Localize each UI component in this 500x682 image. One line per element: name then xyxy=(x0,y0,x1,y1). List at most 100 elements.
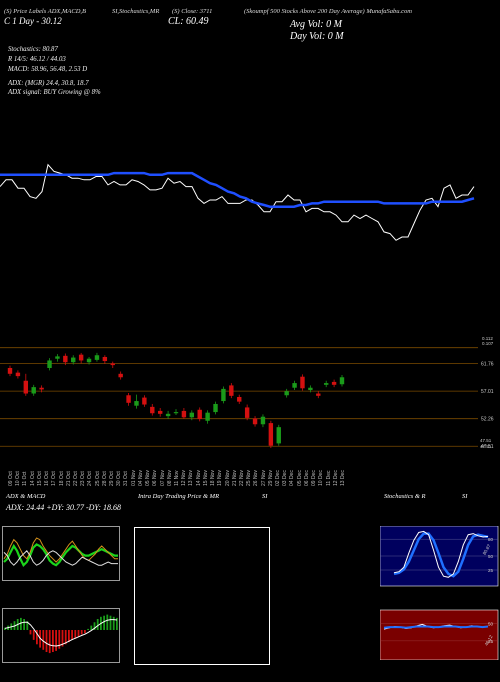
intraday-panel-title: Intra Day Trading Price & MR xyxy=(138,493,220,500)
candle-bottom-label-2: 47.51 xyxy=(480,444,492,449)
candle-body xyxy=(276,427,281,444)
si-y-tick: 50 xyxy=(488,622,494,627)
macd-bar xyxy=(55,630,57,651)
macd-bar xyxy=(103,615,105,630)
adx-series-line xyxy=(3,550,118,566)
candle-body xyxy=(110,363,115,366)
date-tick: 15 Nov xyxy=(202,470,209,486)
candle-body xyxy=(197,409,202,420)
date-tick: 19 Nov xyxy=(217,470,224,486)
header-stoch-label: SI,Stochastics,MR xyxy=(112,8,160,15)
macd-bar xyxy=(64,630,67,645)
date-tick: 11 Dec xyxy=(325,470,332,486)
candle-body xyxy=(31,387,36,394)
candle-body xyxy=(157,410,163,414)
macd-bar xyxy=(48,630,51,654)
stoch-panel-title-right: SI xyxy=(462,493,468,500)
macd-signal-line xyxy=(4,619,118,647)
stoch-si-panel: 80 50 25 50 25 xyxy=(380,526,499,660)
si-y-tick: 25 xyxy=(488,639,494,644)
candle-body xyxy=(237,397,242,402)
header-title: (Skoumpf 500 Stocks Above 200 Day Averag… xyxy=(244,8,413,15)
date-tick: 18 Oct xyxy=(58,471,65,486)
date-tick: 21 Oct xyxy=(65,471,72,486)
date-tick: 14 Nov xyxy=(195,470,202,486)
stoch-y-tick: 25 xyxy=(488,568,494,573)
candle-body xyxy=(142,397,147,405)
macd-bar xyxy=(112,616,115,630)
candle-body xyxy=(316,393,321,396)
candle-body xyxy=(339,377,345,385)
candle-body xyxy=(47,360,52,368)
candle-y-tick: 52.26 xyxy=(481,417,494,423)
macd-bar xyxy=(109,615,112,630)
adx-macd-panel xyxy=(2,526,120,663)
adx-readout: ADX: 24.44 +DY: 30.77 -DY: 18.68 xyxy=(6,503,122,512)
macd-bar xyxy=(61,630,64,647)
date-tick: 13 Nov xyxy=(188,470,195,486)
macd-bar xyxy=(36,630,38,645)
macd-bar xyxy=(71,630,73,640)
candle-body xyxy=(134,401,139,406)
macd-bar xyxy=(116,617,118,630)
stoch-y-tick: 80 xyxy=(488,537,494,542)
candle-top-label-1: 0.112 xyxy=(482,336,493,341)
adx-panel-title: ADX & MACD xyxy=(6,493,46,500)
date-tick: 04 Dec xyxy=(289,470,296,486)
macd-bar xyxy=(20,617,22,630)
candle-y-tick: 61.76 xyxy=(481,362,494,368)
stoch-fast-line xyxy=(393,530,489,578)
date-tick: 04 Nov xyxy=(137,470,144,486)
date-tick: 12 Nov xyxy=(181,470,188,486)
candle-body xyxy=(39,387,44,390)
date-tick: 05 Dec xyxy=(296,470,303,486)
header-left-1: (S) Price Labels ADX,MACD,B xyxy=(4,8,87,15)
date-tick: 07 Nov xyxy=(159,470,166,486)
macd-bar xyxy=(106,614,109,630)
date-tick: 01 Nov xyxy=(130,470,137,486)
overview-ma-line xyxy=(0,171,475,208)
macd-bar xyxy=(26,621,29,630)
macd-bar xyxy=(77,630,80,637)
si-ma-line xyxy=(383,625,489,629)
date-tick: 24 Oct xyxy=(87,471,94,486)
candle-body xyxy=(229,385,234,396)
date-tick: 03 Dec xyxy=(282,470,289,486)
date-tick: 25 Oct xyxy=(94,471,101,486)
header-left-2: C 1 Day - 30.12 xyxy=(4,16,62,26)
candle-body xyxy=(323,383,329,385)
date-tick: 12 Dec xyxy=(332,470,339,486)
date-tick: 20 Nov xyxy=(224,470,231,486)
candle-body xyxy=(252,418,258,425)
macd-bar xyxy=(80,630,83,635)
candle-body xyxy=(181,410,187,418)
candle-chart: 61.76 57.01 52.26 47.51 xyxy=(0,347,494,450)
candle-body xyxy=(331,381,337,385)
date-tick: 13 Dec xyxy=(340,470,346,486)
candle-y-tick: 47.51 xyxy=(481,444,494,450)
date-tick: 18 Nov xyxy=(210,470,217,486)
candle-body xyxy=(118,373,123,378)
date-tick: 17 Oct xyxy=(51,471,58,486)
overview-chart xyxy=(0,163,475,241)
candle-body xyxy=(71,357,76,363)
stoch-y-tick: 50 xyxy=(488,554,494,559)
date-tick: 23 Oct xyxy=(80,471,87,486)
intraday-panel xyxy=(134,527,270,665)
date-tick: 29 Oct xyxy=(109,471,116,486)
date-tick: 15 Oct xyxy=(36,471,43,486)
candle-body xyxy=(165,413,171,417)
date-tick: 11 Nov xyxy=(174,470,180,486)
date-tick: 22 Nov xyxy=(238,470,245,486)
date-tick: 08 Nov xyxy=(166,470,173,486)
stoch-panel-title: Stochastics & R xyxy=(384,493,426,500)
date-tick: 09 Oct xyxy=(8,471,14,486)
candle-body xyxy=(23,380,29,394)
info-adx-signal: ADX signal: BUY Growing @ 8% xyxy=(8,89,101,96)
macd-bar xyxy=(90,625,93,630)
date-tick: 09 Dec xyxy=(311,470,318,486)
date-tick: 10 Dec xyxy=(318,470,325,486)
header-avg-vol: Avg Vol: 0 M xyxy=(290,19,342,30)
candle-body xyxy=(94,355,100,360)
info-stochastics: Stochastics: 80.87 xyxy=(8,46,58,53)
